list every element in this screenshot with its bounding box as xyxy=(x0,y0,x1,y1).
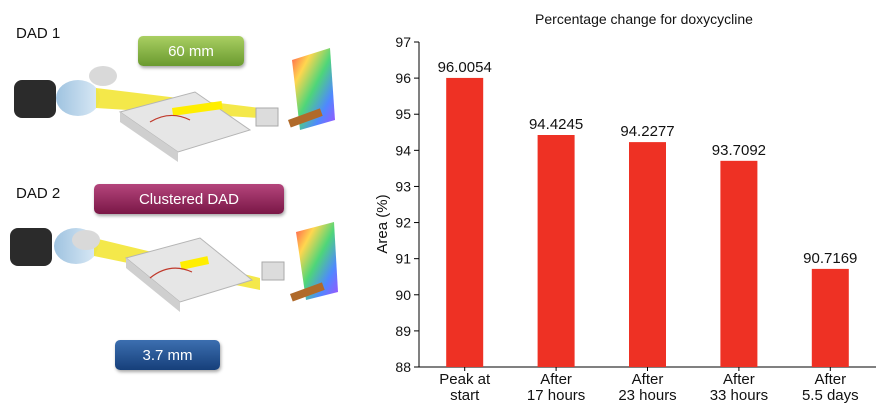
lamp-icon xyxy=(14,80,100,118)
x-tick-label: After 23 hours xyxy=(618,371,676,404)
dad2-label: DAD 2 xyxy=(16,185,61,202)
bar-value-label: 94.4245 xyxy=(529,116,583,133)
y-tick-label: 97 xyxy=(395,34,411,50)
bar xyxy=(811,268,849,367)
dad1-optics-group xyxy=(14,48,335,162)
instrument-illustration-panel: DAD 1 60 mm xyxy=(0,0,380,407)
y-tick-label: 96 xyxy=(395,70,411,86)
dad2-type-badge: Clustered DAD xyxy=(94,184,284,214)
flow-cell-icon xyxy=(118,91,252,162)
slit-icon xyxy=(261,261,285,281)
chart-title: Percentage change for doxycycline xyxy=(535,11,753,27)
y-axis-label: Area (%) xyxy=(374,194,391,253)
bar-value-label: 93.7092 xyxy=(712,142,766,159)
dad1-label: DAD 1 xyxy=(16,25,61,42)
y-tick-label: 88 xyxy=(395,359,411,375)
slit-icon xyxy=(255,107,279,127)
bar-value-label: 96.0054 xyxy=(438,59,492,76)
y-tick-label: 95 xyxy=(395,106,411,122)
photodiode-array-icon xyxy=(288,108,323,128)
dad1-pathlength-badge: 60 mm xyxy=(138,36,244,66)
bar-value-label: 94.2277 xyxy=(620,123,674,140)
x-tick-label: Peak at start xyxy=(439,371,491,404)
spectrum-grating-icon xyxy=(296,222,338,300)
bar xyxy=(720,160,758,367)
dad2-pathlength-badge: 3.7 mm xyxy=(115,340,220,370)
y-tick-label: 91 xyxy=(395,251,411,267)
lens-icon xyxy=(89,66,117,86)
bar xyxy=(537,135,575,367)
plot-area: 88 89 90 91 92 93 94 95 96 97 96.0054 Peak at start 9… xyxy=(395,34,876,404)
y-tick-label: 92 xyxy=(395,215,411,231)
bar xyxy=(629,142,666,367)
x-tick-label: After 5.5 days xyxy=(802,371,859,404)
y-tick-label: 90 xyxy=(395,287,411,303)
photodiode-array-icon xyxy=(290,282,325,302)
bar xyxy=(446,77,484,368)
x-tick-label: After 33 hours xyxy=(710,371,768,404)
x-tick-label: After 17 hours xyxy=(527,371,585,404)
y-tick-label: 93 xyxy=(395,178,411,194)
dad2-optics-group xyxy=(10,222,338,312)
spectrum-grating-icon xyxy=(292,48,335,130)
y-tick-label: 89 xyxy=(395,323,411,339)
flow-cell-icon xyxy=(124,237,254,312)
lens-icon xyxy=(72,230,100,250)
bar-value-label: 90.7169 xyxy=(803,250,857,267)
y-tick-label: 94 xyxy=(395,142,411,158)
diode-array-detector-illustration xyxy=(10,48,338,312)
